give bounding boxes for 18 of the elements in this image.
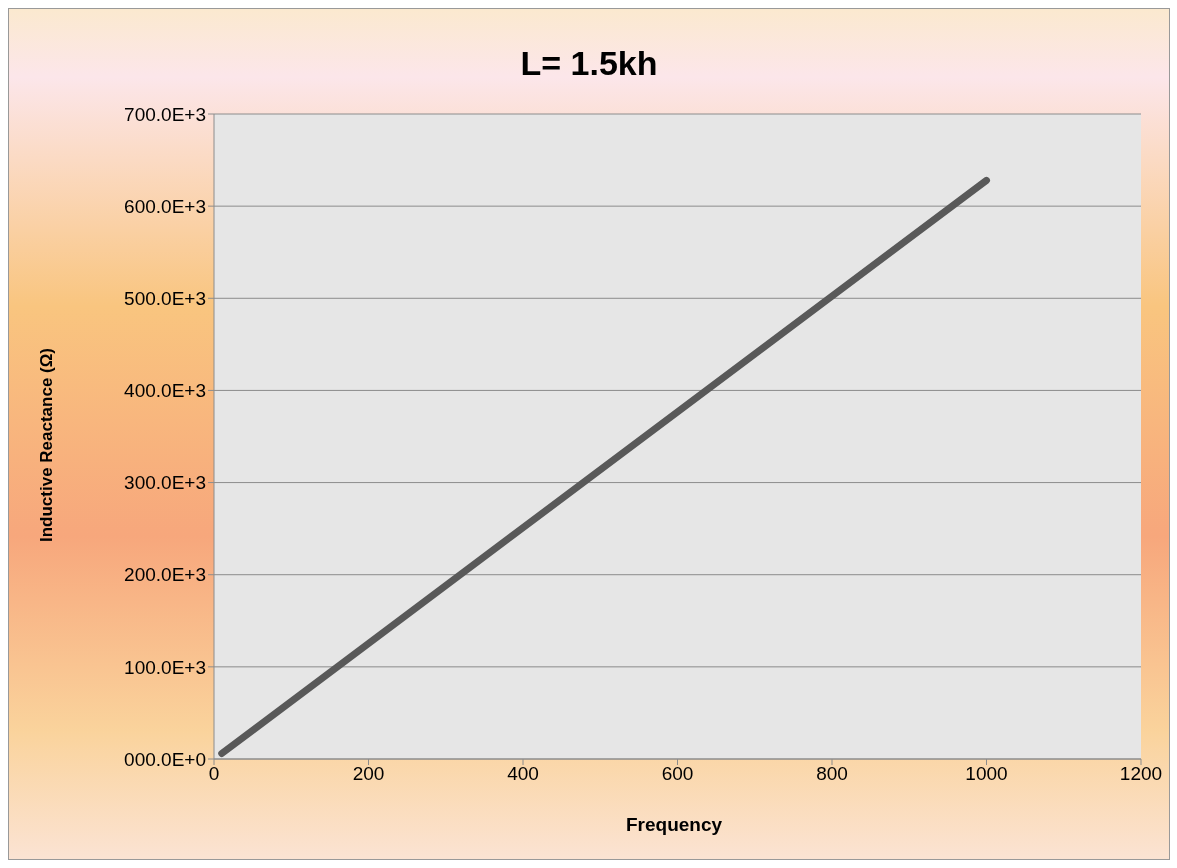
x-tick-label: 200 [352, 763, 385, 785]
y-tick-label: 400.0E+3 [124, 380, 206, 402]
x-tick-label: 800 [816, 763, 848, 785]
y-tick-label: 000.0E+0 [124, 748, 206, 770]
x-axis-title: Frequency [624, 814, 724, 836]
y-tick-label: 200.0E+3 [124, 564, 206, 586]
x-tick-label: 1000 [965, 763, 1008, 785]
y-tick-label: 300.0E+3 [124, 472, 206, 494]
chart-title: L= 1.5kh [519, 44, 659, 83]
y-axis-title: Inductive Reactance (Ω) [37, 347, 57, 543]
x-tick-label: 600 [661, 763, 694, 785]
x-tick-label: 0 [208, 763, 220, 785]
y-tick-label: 100.0E+3 [124, 656, 206, 678]
y-tick-label: 600.0E+3 [124, 195, 206, 217]
x-tick-label: 400 [507, 763, 539, 785]
x-tick-label: 1200 [1119, 763, 1163, 785]
y-tick-label: 700.0E+3 [124, 103, 206, 125]
y-tick-label: 500.0E+3 [124, 288, 206, 310]
